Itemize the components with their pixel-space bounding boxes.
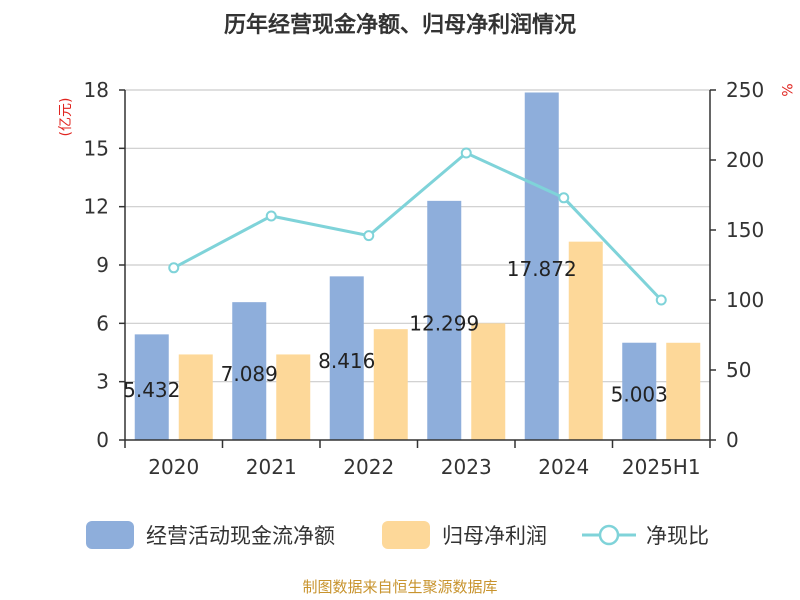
bar-value-label: 5.432: [123, 378, 180, 402]
bar-net-profit: [178, 354, 213, 440]
legend-marker-ratio: [598, 524, 620, 546]
legend-swatch-cashflow: [86, 521, 134, 549]
x-tick-label: 2025H1: [622, 455, 701, 479]
right-tick-label: 100: [726, 288, 764, 312]
legend-label-cashflow: 经营活动现金流净额: [146, 524, 335, 548]
right-tick-label: 250: [726, 78, 764, 102]
bar-cashflow: [134, 334, 169, 440]
ratio-line-layer: [168, 147, 667, 306]
left-tick-label: 6: [96, 311, 109, 335]
ratio-point: [655, 294, 667, 306]
legend-label-net-profit: 归母净利润: [442, 524, 547, 548]
gridlines: [125, 89, 710, 383]
left-axis-unit: (亿元): [58, 98, 74, 137]
bar-cashflow: [329, 276, 364, 440]
bar-net-profit: [471, 323, 506, 440]
left-tick-label: 3: [96, 370, 109, 394]
bar-value-label: 17.872: [507, 257, 577, 281]
bar-value-label: 5.003: [611, 382, 668, 406]
x-tick-label: 2024: [538, 455, 589, 479]
bar-value-label: 7.089: [221, 362, 278, 386]
ratio-point: [168, 262, 180, 274]
left-tick-label: 12: [84, 195, 109, 219]
chart-title: 历年经营现金净额、归母净利润情况: [224, 12, 576, 38]
ratio-point: [558, 192, 570, 204]
bar-cashflow: [232, 302, 267, 440]
left-tick-label: 0: [96, 428, 109, 452]
bar-cashflow: [524, 92, 559, 440]
x-tick-label: 2021: [246, 455, 297, 479]
ratio-point: [460, 147, 472, 159]
ratio-point: [363, 230, 375, 242]
right-tick-label: 200: [726, 148, 764, 172]
data-labels-layer: 5.432 7.089 8.416 12.299 17.872 5.003: [123, 257, 668, 406]
x-tick-label: 2020: [148, 455, 199, 479]
axes-layer: 0 3 6 9 12 15 18 0 50 100 150 200 250 2020 2021 2022 202…: [84, 78, 765, 479]
bar-value-label: 12.299: [409, 311, 479, 335]
right-tick-label: 50: [726, 358, 751, 382]
ratio-line: [173, 151, 663, 302]
left-tick-label: 15: [84, 136, 109, 160]
bars-layer: [134, 92, 701, 440]
legend: 经营活动现金流净额 归母净利润 净现比: [86, 521, 709, 549]
bar-net-profit: [568, 241, 603, 440]
legend-swatch-net-profit: [382, 521, 430, 549]
ratio-point: [265, 210, 277, 222]
right-tick-label: 150: [726, 218, 764, 242]
bar-net-profit: [666, 342, 701, 440]
bar-net-profit: [373, 329, 408, 440]
x-tick-label: 2023: [441, 455, 492, 479]
bar-cashflow: [622, 342, 657, 440]
source-note: 制图数据来自恒生聚源数据库: [302, 578, 497, 596]
right-axis-unit: %: [778, 83, 794, 96]
left-tick-label: 18: [84, 78, 109, 102]
left-tick-label: 9: [96, 253, 109, 277]
bar-cashflow: [427, 200, 462, 440]
bar-net-profit: [276, 354, 311, 440]
legend-label-ratio: 净现比: [646, 524, 709, 548]
bar-value-label: 8.416: [318, 349, 375, 373]
right-tick-label: 0: [726, 428, 739, 452]
x-tick-label: 2022: [343, 455, 394, 479]
